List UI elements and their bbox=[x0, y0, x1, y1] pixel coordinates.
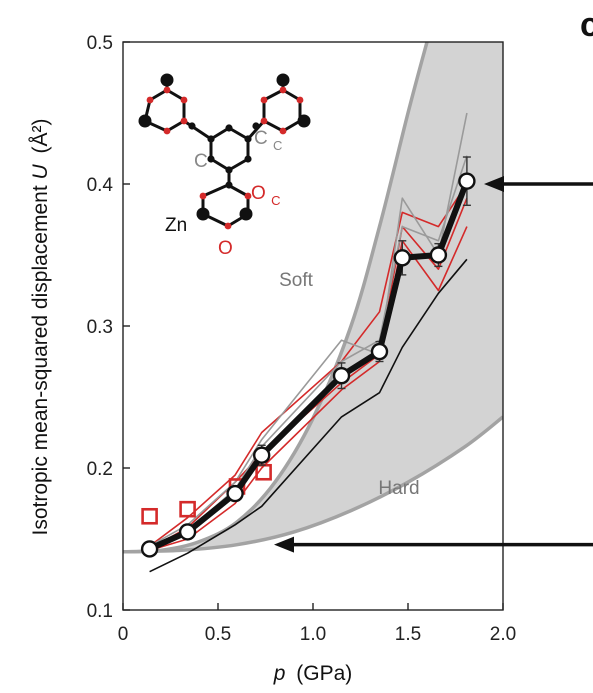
y-axis-label: Isotropic mean-squared displacement U (Å… bbox=[29, 118, 52, 535]
main-series-point bbox=[429, 246, 448, 264]
axis-ticks: 0 0.5 1.0 1.5 2.0 0.1 0.2 0.3 0.4 0.5 bbox=[87, 33, 593, 645]
oxygen-atom bbox=[180, 96, 188, 104]
molecule-inset bbox=[138, 73, 311, 230]
carbon-atom bbox=[207, 155, 215, 163]
molecule-label-cc-main: C bbox=[254, 128, 268, 149]
y-tick-label: 0.2 bbox=[87, 459, 113, 480]
oxygen-atom bbox=[146, 96, 154, 104]
soft-region-label: Soft bbox=[279, 270, 314, 291]
molecule-bond bbox=[202, 183, 229, 198]
zinc-atom bbox=[239, 207, 253, 221]
oxygen-atom bbox=[279, 86, 287, 94]
molecule-bond bbox=[228, 157, 249, 172]
oxygen-atom bbox=[244, 192, 252, 200]
molecule-label-zn: Zn bbox=[165, 215, 187, 236]
carbon-atom bbox=[225, 166, 233, 174]
main-series-point bbox=[370, 342, 389, 361]
molecule-bond bbox=[246, 120, 266, 140]
red-square-point bbox=[141, 507, 158, 525]
main-series-point bbox=[458, 172, 476, 190]
carbon-atom bbox=[207, 135, 215, 143]
main-series-point bbox=[332, 367, 351, 385]
series-line-thin-6 bbox=[149, 258, 468, 573]
carbon-atom bbox=[225, 124, 233, 132]
molecule-bond bbox=[263, 119, 284, 133]
y-tick-label: 0.3 bbox=[87, 317, 113, 338]
carbon-atom bbox=[225, 181, 233, 189]
zinc-atom bbox=[138, 114, 152, 128]
x-axis-label: p (GPa) bbox=[273, 662, 353, 685]
y-tick-label: 0.5 bbox=[87, 33, 113, 54]
oxygen-atom bbox=[199, 192, 207, 200]
molecule-label-oc-sub: C bbox=[271, 193, 280, 208]
oxygen-atom bbox=[279, 127, 287, 135]
zinc-atom bbox=[160, 73, 174, 87]
x-tick-label: 0 bbox=[118, 624, 129, 645]
molecule-label-o: O bbox=[218, 238, 233, 259]
main-series-point bbox=[226, 484, 244, 503]
soft-hard-region bbox=[123, 42, 503, 552]
zinc-atom bbox=[276, 73, 290, 87]
y-tick-label: 0.4 bbox=[87, 175, 114, 196]
oxygen-atom bbox=[296, 96, 304, 104]
molecule-label-cc: C C bbox=[254, 128, 282, 153]
molecule-bond bbox=[263, 88, 284, 102]
annotation-arrow-head bbox=[274, 536, 294, 553]
oxygen-atom bbox=[260, 117, 268, 125]
molecule-label-c: C bbox=[194, 151, 208, 172]
molecule-label-oc: O C bbox=[251, 183, 280, 208]
main-series-point bbox=[178, 523, 197, 541]
molecule-bond bbox=[228, 126, 249, 141]
molecule-label-oc-main: O bbox=[251, 183, 266, 204]
panel-letter: c bbox=[580, 6, 593, 44]
red-square-point bbox=[179, 500, 196, 518]
main-series-point bbox=[253, 446, 271, 464]
molecule-label-cc-sub: C bbox=[273, 138, 282, 153]
x-axis-label-symbol: p bbox=[273, 662, 286, 685]
zinc-atom bbox=[196, 207, 210, 221]
x-tick-label: 1.5 bbox=[395, 624, 421, 645]
hard-region-label: Hard bbox=[378, 478, 419, 499]
y-axis-label-symbol: U bbox=[29, 164, 52, 180]
main-series-point bbox=[140, 540, 159, 558]
main-series-point bbox=[393, 249, 411, 267]
y-tick-label: 0.1 bbox=[87, 601, 113, 622]
carbon-atom bbox=[188, 122, 196, 130]
molecule-bond bbox=[183, 119, 212, 141]
x-tick-label: 1.0 bbox=[300, 624, 326, 645]
x-axis-label-unit: (GPa) bbox=[296, 662, 352, 685]
carbon-atom bbox=[252, 122, 260, 130]
annotation-arrow-head bbox=[484, 176, 504, 192]
zinc-atom bbox=[297, 114, 311, 128]
oxygen-atom bbox=[224, 222, 232, 230]
series-line-thin-2 bbox=[149, 226, 468, 552]
x-tick-label: 0.5 bbox=[205, 624, 231, 645]
y-axis-label-main: Isotropic mean-squared displacement bbox=[29, 180, 52, 536]
carbon-atom bbox=[244, 155, 252, 163]
oxygen-atom bbox=[163, 127, 171, 135]
hard-boundary-curve bbox=[123, 415, 503, 554]
carbon-atom bbox=[244, 135, 252, 143]
oxygen-atom bbox=[260, 96, 268, 104]
y-axis-label-unit: (Å²) bbox=[29, 118, 52, 153]
series-layer bbox=[140, 112, 476, 573]
x-tick-label: 2.0 bbox=[490, 624, 516, 645]
oxygen-atom bbox=[180, 117, 188, 125]
oxygen-atom bbox=[163, 86, 171, 94]
